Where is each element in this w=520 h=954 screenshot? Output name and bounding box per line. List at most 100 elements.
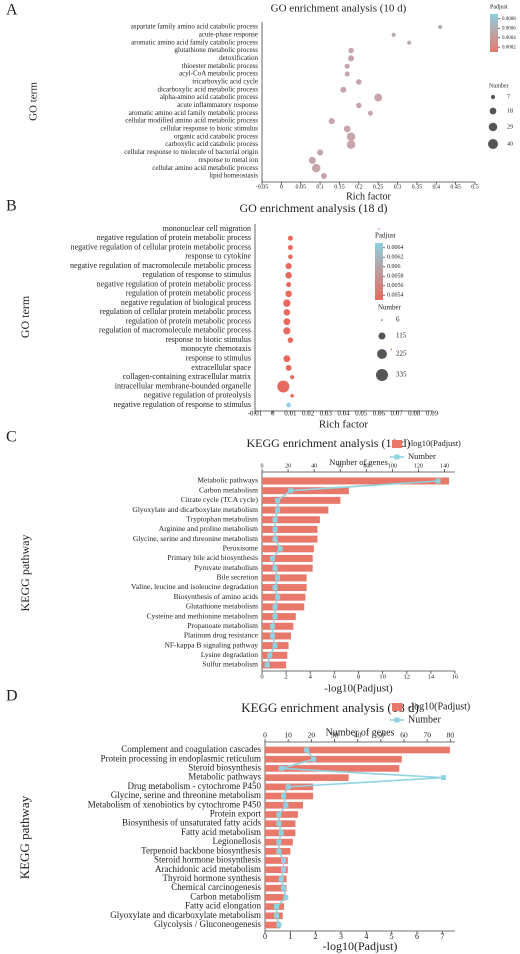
size-label: 6	[396, 316, 400, 324]
bar	[265, 811, 298, 818]
y-tick-label: Pyruvate metabolism	[194, 563, 258, 572]
size-label: 7	[507, 94, 510, 100]
color-tick-label: 0.0056	[387, 283, 404, 289]
x-axis-title: Rich factor	[346, 191, 391, 202]
x2-tick-label: 60	[337, 463, 343, 469]
x-tick-label: 2	[285, 673, 288, 680]
bar	[262, 554, 313, 562]
number-point	[285, 784, 291, 790]
y-tick-label: Glycine, serine and threonine metabolism	[133, 534, 258, 543]
x2-tick-label: 20	[285, 463, 291, 469]
number-point	[274, 904, 280, 910]
number-point	[272, 526, 278, 532]
y-tick-label: regulation of macromolecule metabolic pr…	[99, 326, 251, 335]
x-tick-label: 0.02	[302, 410, 315, 418]
legend-title: Number	[378, 304, 402, 312]
bubble	[290, 375, 295, 380]
y-tick-label: Citrate cycle (TCA cycle)	[181, 495, 259, 504]
number-point	[272, 585, 278, 591]
y-tick-label: negative regulation of response to stimu…	[113, 400, 251, 409]
y-tick-label: Arginine and proline metabolism	[159, 524, 258, 533]
number-point	[272, 565, 278, 571]
color-tick-label: 0.0062	[387, 255, 404, 261]
bubble	[356, 102, 362, 109]
y-tick-label: cellular response to biotic stimulus	[160, 125, 258, 133]
y-tick-label: negative regulation of protein metabolic…	[97, 279, 251, 288]
y-axis-title: GO term	[28, 82, 40, 121]
x-tick-label: 0.05	[295, 184, 306, 190]
bubble	[321, 173, 327, 179]
legend-title: Number	[489, 83, 509, 89]
color-tick-label: 0.0064	[387, 245, 404, 251]
y-axis-title: KEGG pathway	[18, 535, 32, 612]
y-tick-label: negative regulation of macromolecule met…	[70, 261, 251, 270]
bubble	[407, 40, 412, 45]
x-tick-label: 0.01	[284, 410, 297, 418]
size-label: 29	[507, 124, 513, 130]
y-tick-label: negative regulation of cellular protein …	[71, 242, 251, 251]
y-tick-label: Drug metabolism - cytochrome P450	[128, 781, 262, 791]
number-point	[276, 922, 282, 928]
x2-tick-label: 120	[414, 463, 423, 469]
panel-letter: A	[6, 2, 18, 19]
x-tick-label: 0.07	[390, 410, 403, 418]
y-tick-label: cellular response to molecule of bacteri…	[124, 148, 258, 156]
bar	[265, 755, 402, 763]
y-tick-label: response to cytokine	[185, 252, 251, 261]
y-tick-label: regulation of cellular protein metabolic…	[100, 307, 251, 316]
y-tick-label: intracellular membrane-bounded organelle	[115, 381, 252, 390]
bubble	[288, 254, 293, 260]
y-tick-label: Carbon metabolism	[190, 891, 261, 901]
x-tick-label: 0.1	[316, 184, 324, 190]
y-tick-label: lipid homeostasis	[209, 172, 258, 180]
size-key	[378, 332, 386, 340]
x-tick-label: 4	[364, 932, 368, 941]
legend-label: Number	[408, 714, 441, 725]
x-tick-label: 7	[440, 932, 444, 941]
y-tick-label: organic acid catabolic process	[174, 132, 258, 140]
panel-letter: B	[6, 198, 17, 215]
bubble	[348, 55, 355, 62]
y-tick-label: Fatty acid elongation	[185, 901, 261, 911]
size-label: 18	[507, 108, 513, 114]
y-tick-label: glutathione metabolic process	[174, 46, 258, 54]
number-point	[281, 858, 287, 864]
size-key	[377, 349, 387, 359]
x2-tick-label: 60	[400, 731, 408, 740]
chart-title: KEGG enrichment analysis (10 d)	[247, 436, 411, 450]
y-tick-label: negative regulation of proteolysis	[144, 391, 251, 400]
bar	[262, 603, 305, 611]
y-tick-label: Cysteine and methionine metabolism	[147, 611, 259, 620]
x-tick-label: 0	[271, 410, 275, 418]
y-tick-label: regulation of protein metabolic process	[126, 316, 251, 325]
x-axis-title: Rich factor	[319, 419, 369, 431]
x-tick-label: 0	[260, 673, 263, 680]
x2-tick-label: 50	[377, 731, 385, 740]
y-tick-label: response to biotic stimulus	[165, 335, 251, 344]
bubble	[391, 32, 396, 37]
y-tick-label: Glycine, serine and threonine metabolism	[111, 790, 261, 800]
y-tick-label: mononuclear cell migration	[163, 224, 251, 233]
bar	[265, 857, 288, 864]
y-tick-label: alpha-amino acid catabolic process	[160, 93, 258, 101]
x2-tick-label: 80	[447, 731, 455, 740]
y-tick-label: Steroid biosynthesis	[188, 762, 261, 772]
y-tick-label: response to metal ion	[198, 156, 258, 164]
y-tick-label: aspartate family amino acid catabolic pr…	[131, 23, 259, 31]
size-key	[488, 122, 498, 132]
bar	[262, 516, 320, 524]
y-tick-label: Arachidonic acid metabolism	[155, 864, 261, 874]
number-point	[272, 604, 278, 610]
bubble	[287, 244, 293, 251]
x2-tick-label: 100	[388, 463, 397, 469]
size-key	[381, 319, 383, 321]
bar	[262, 506, 329, 514]
bubble	[346, 132, 356, 142]
color-tick-label: 0.0002	[502, 45, 516, 50]
y-tick-label: negative regulation of protein metabolic…	[97, 233, 251, 242]
chart-title: KEGG enrichment analysis (18 d)	[241, 700, 419, 715]
bar	[265, 866, 288, 874]
number-point	[275, 497, 281, 503]
y-tick-label: cellular amino acid metabolic process	[152, 164, 258, 172]
